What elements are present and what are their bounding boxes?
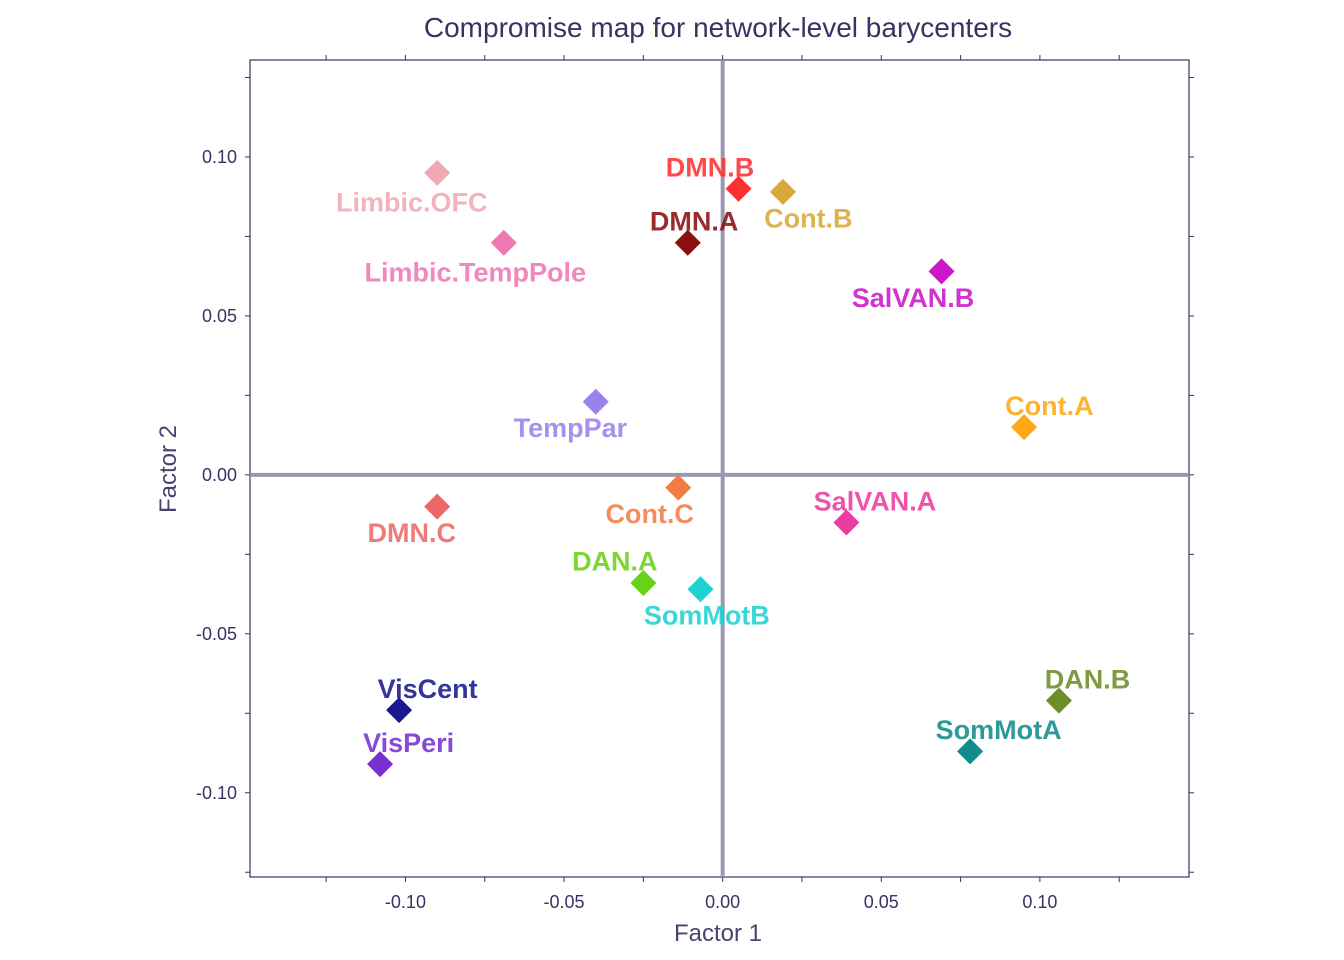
data-point-visperi (367, 751, 394, 778)
reference-lines (250, 60, 1189, 877)
x-axis-label: Factor 1 (674, 920, 762, 947)
data-label-cont-a: Cont.A (1005, 391, 1093, 421)
data-point-dan-a (630, 569, 657, 596)
data-label-dmn-c: DMN.C (368, 518, 457, 548)
y-tick-label: 0.00 (202, 465, 237, 485)
x-axis-ticks: -0.10 -0.05 0.00 0.05 0.10 (325, 55, 1120, 912)
data-label-temppar: TempPar (514, 413, 628, 443)
data-label-visperi: VisPeri (363, 728, 454, 758)
data-point-dmn-c (424, 493, 451, 520)
x-tick-label: 0.00 (705, 892, 740, 912)
x-tick-label: 0.05 (864, 892, 899, 912)
data-label-cont-b: Cont.B (764, 203, 852, 233)
data-point-dmn-b (725, 175, 752, 202)
data-label-limbic-temppole: Limbic.TempPole (364, 257, 586, 287)
y-tick-label: 0.05 (202, 306, 237, 326)
y-axis-label: Factor 2 (155, 425, 182, 513)
plot-frame (249, 59, 1190, 878)
x-tick-label: -0.10 (385, 892, 426, 912)
data-label-dan-a: DAN.A (572, 547, 658, 577)
data-label-dmn-b: DMN.B (666, 152, 755, 182)
data-points (367, 159, 1072, 778)
data-point-dan-b (1045, 687, 1072, 714)
point-labels: Limbic.OFC Limbic.TempPole DMN.B Cont.B DMN.… (336, 152, 1130, 757)
data-point-limbic-ofc (424, 159, 451, 186)
data-label-dan-b: DAN.B (1045, 664, 1131, 694)
data-point-cont-c (665, 474, 692, 501)
data-point-sommota (957, 738, 984, 765)
y-tick-label: 0.10 (202, 147, 237, 167)
data-label-dmn-a: DMN.A (650, 207, 739, 237)
data-label-salvan-b: SalVAN.B (852, 283, 975, 313)
y-tick-label: -0.05 (196, 624, 237, 644)
x-tick-label: -0.05 (544, 892, 585, 912)
data-label-cont-c: Cont.C (605, 499, 693, 529)
x-tick-label: 0.10 (1022, 892, 1057, 912)
data-label-sommota: SomMotA (936, 715, 1062, 745)
data-label-sommotb: SomMotB (644, 601, 770, 631)
data-point-dmn-a (674, 229, 701, 256)
data-point-limbic-temppole (490, 229, 517, 256)
data-point-cont-a (1011, 414, 1038, 441)
chart-title: Compromise map for network-level barycen… (424, 12, 1012, 43)
plot-border (249, 59, 1190, 878)
data-point-sommotb (687, 576, 714, 603)
y-axis-ticks: -0.10 -0.05 0.00 0.05 0.10 (196, 76, 1194, 873)
data-point-temppar (582, 388, 609, 415)
data-label-salvan-a: SalVAN.A (814, 486, 937, 516)
data-point-salvan-a (833, 509, 860, 536)
data-label-viscent: VisCent (378, 674, 478, 704)
data-label-limbic-ofc: Limbic.OFC (336, 187, 488, 217)
data-point-cont-b (769, 178, 796, 205)
data-point-salvan-b (928, 258, 955, 285)
data-point-viscent (386, 697, 413, 724)
y-tick-label: -0.10 (196, 783, 237, 803)
